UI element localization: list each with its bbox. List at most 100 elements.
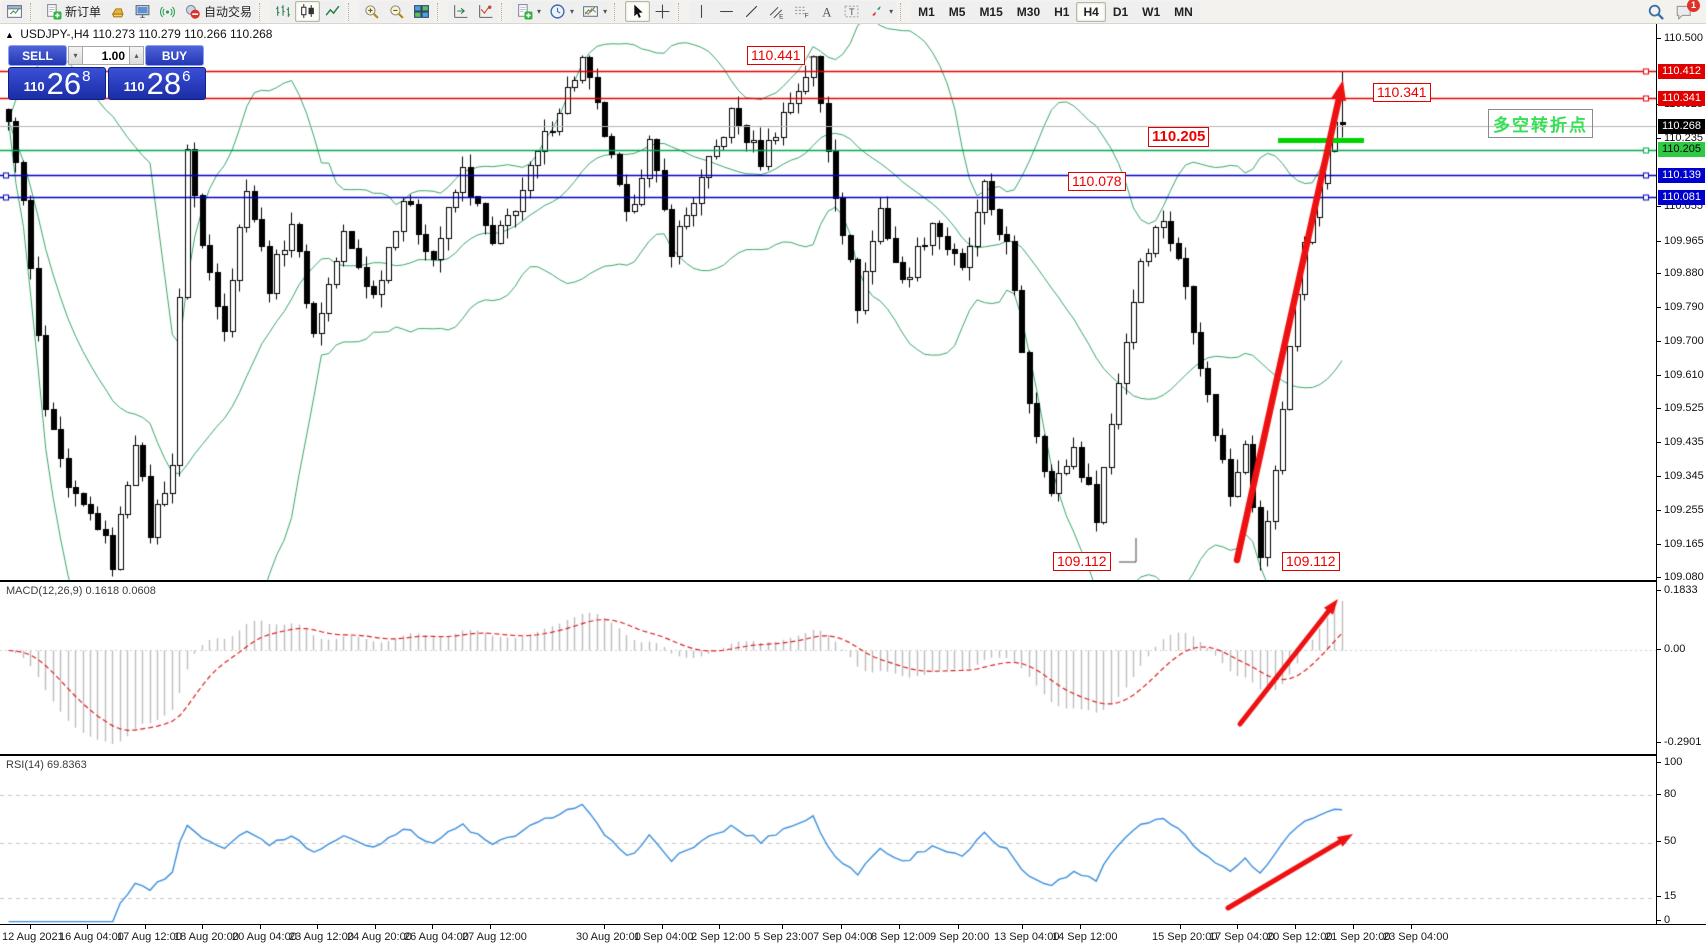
sell-button[interactable]: SELL [8, 45, 67, 66]
timeframe-d1[interactable]: D1 [1105, 1, 1136, 22]
price-badge-110.412: 110.412 [1658, 63, 1705, 79]
crosshair-tool[interactable] [650, 1, 676, 22]
bar-chart-icon[interactable] [270, 1, 296, 22]
date-label: 9 Sep 20:00 [930, 931, 990, 943]
date-label: 27 Aug 12:00 [462, 931, 527, 943]
periods-dropdown[interactable]: ▾ [545, 1, 579, 22]
date-label: 21 Sep 20:00 [1325, 931, 1391, 943]
date-label: 15 Sep 20:00 [1152, 931, 1218, 943]
price-tick-label: 109.165 [1657, 538, 1704, 551]
date-label: 7 Sep 04:00 [813, 931, 873, 943]
timeframe-m5[interactable]: M5 [941, 1, 973, 22]
price-badge-110.081: 110.081 [1658, 189, 1705, 205]
date-label: 1 Sep 04:00 [634, 931, 694, 943]
toolbar-separator [30, 2, 37, 21]
buy-button[interactable]: BUY [145, 45, 204, 66]
timeframe-mn[interactable]: MN [1167, 1, 1200, 22]
svg-text:F: F [805, 12, 809, 19]
arrows-dropdown[interactable]: ▾ [864, 1, 898, 22]
price-tick-label: 109.525 [1657, 401, 1704, 414]
price-tick-label: 109.255 [1657, 504, 1704, 517]
timeframe-m1[interactable]: M1 [911, 1, 942, 22]
rsi-label: RSI(14) 69.8363 [6, 759, 87, 771]
rsi-canvas[interactable] [0, 757, 1656, 925]
candlestick-chart-icon[interactable] [295, 1, 321, 22]
price-annotation-label[interactable]: 109.112 [1053, 552, 1111, 571]
toolbar-separator [900, 2, 907, 21]
price-badge-110.268: 110.268 [1658, 118, 1705, 134]
date-label: 2 Sep 12:00 [691, 931, 751, 943]
macd-canvas[interactable] [0, 583, 1656, 755]
one-click-collapse-icon[interactable]: ▲ [5, 30, 14, 40]
price-annotation-label[interactable]: 110.441 [747, 46, 805, 65]
ohlc-quotes: 110.273 110.279 110.266 110.268 [92, 27, 273, 41]
price-annotation-label[interactable]: 110.078 [1068, 172, 1126, 191]
price-annotation-label[interactable]: 109.112 [1282, 552, 1340, 571]
volume-value[interactable]: 1.00 [83, 46, 129, 65]
trendline-tool[interactable] [739, 1, 765, 22]
timeframe-m30[interactable]: M30 [1009, 1, 1048, 22]
market-watch-icon[interactable] [130, 1, 156, 22]
autotrading-button[interactable]: 自动交易 [180, 1, 257, 22]
signals-icon[interactable] [155, 1, 181, 22]
sell-price[interactable]: 110 26 8 [8, 67, 106, 100]
time-axis[interactable]: 12 Aug 2021 16 Aug 04:00 17 Aug 12:00 18 Au… [0, 924, 1706, 947]
macd-panel: MACD(12,26,9) 0.1618 0.0608 [0, 581, 1706, 755]
timeframe-h1[interactable]: H1 [1047, 1, 1077, 22]
label-tool[interactable]: T [839, 1, 865, 22]
volume-increase-button[interactable]: ▴ [129, 46, 144, 65]
metaeditor-icon[interactable] [105, 1, 131, 22]
line-chart-icon[interactable] [320, 1, 346, 22]
timeframe-w1[interactable]: W1 [1135, 1, 1168, 22]
svg-text:E: E [779, 13, 783, 20]
timeframe-m15[interactable]: M15 [972, 1, 1010, 22]
price-tick-label: 109.610 [1657, 369, 1704, 382]
dropdown-caret-icon: ▾ [570, 7, 575, 16]
chart-shift-icon[interactable] [448, 1, 474, 22]
price-annotation-label[interactable]: 110.341 [1373, 83, 1431, 102]
text-tool[interactable]: A [814, 1, 840, 22]
cursor-tool[interactable] [625, 1, 651, 22]
toolbar-separator [437, 2, 444, 21]
zoom-in-icon[interactable] [359, 1, 385, 22]
auto-scroll-icon[interactable] [473, 1, 499, 22]
date-tick [260, 925, 261, 929]
new-order-button[interactable]: 新订单 [41, 1, 106, 22]
date-tick [145, 925, 146, 929]
notifications-icon[interactable]: 1 [1674, 0, 1700, 22]
fibonacci-tool[interactable]: F [789, 1, 815, 22]
date-label: 14 Sep 12:00 [1052, 931, 1118, 943]
volume-decrease-button[interactable]: ▾ [68, 46, 83, 65]
price-badge-110.341: 110.341 [1658, 90, 1705, 106]
toolbar-separator [678, 2, 685, 21]
tile-windows-icon[interactable] [409, 1, 435, 22]
chart-window-icon[interactable] [2, 1, 27, 22]
date-tick [1080, 925, 1081, 929]
price-axis[interactable]: 110.500110.325110.235110.055109.965109.8… [1656, 24, 1706, 926]
date-label: 26 Aug 04:00 [404, 931, 469, 943]
search-icon[interactable] [1646, 2, 1666, 22]
date-tick [317, 925, 318, 929]
templates-dropdown[interactable]: ▾ [578, 1, 612, 22]
horizontal-line-tool[interactable] [714, 1, 740, 22]
date-label: 30 Aug 20:00 [576, 931, 641, 943]
buy-price[interactable]: 110 28 6 [108, 67, 206, 100]
price-chart-canvas[interactable] [0, 24, 1656, 580]
date-tick [202, 925, 203, 929]
date-label: 13 Sep 04:00 [994, 931, 1060, 943]
chart-workspace: ▲ USDJPY-,H4 110.273 110.279 110.266 110… [0, 24, 1706, 947]
price-tick-label: 109.435 [1657, 435, 1704, 448]
trend-note-label[interactable]: 多空转折点 [1488, 109, 1593, 138]
timeframe-h4[interactable]: H4 [1076, 1, 1106, 22]
zoom-out-icon[interactable] [384, 1, 410, 22]
price-tick-label: 109.080 [1657, 570, 1704, 583]
equidistant-channel-tool[interactable]: E [764, 1, 790, 22]
price-annotation-label[interactable]: 110.205 [1148, 127, 1210, 147]
rsi-panel: RSI(14) 69.8363 [0, 755, 1706, 925]
macd-scale-label: 0.1833 [1657, 583, 1698, 596]
date-tick [1411, 925, 1412, 929]
vertical-line-tool[interactable] [689, 1, 715, 22]
price-badge-110.205: 110.205 [1658, 142, 1705, 158]
new-chart-dropdown[interactable]: ▾ [512, 1, 546, 22]
